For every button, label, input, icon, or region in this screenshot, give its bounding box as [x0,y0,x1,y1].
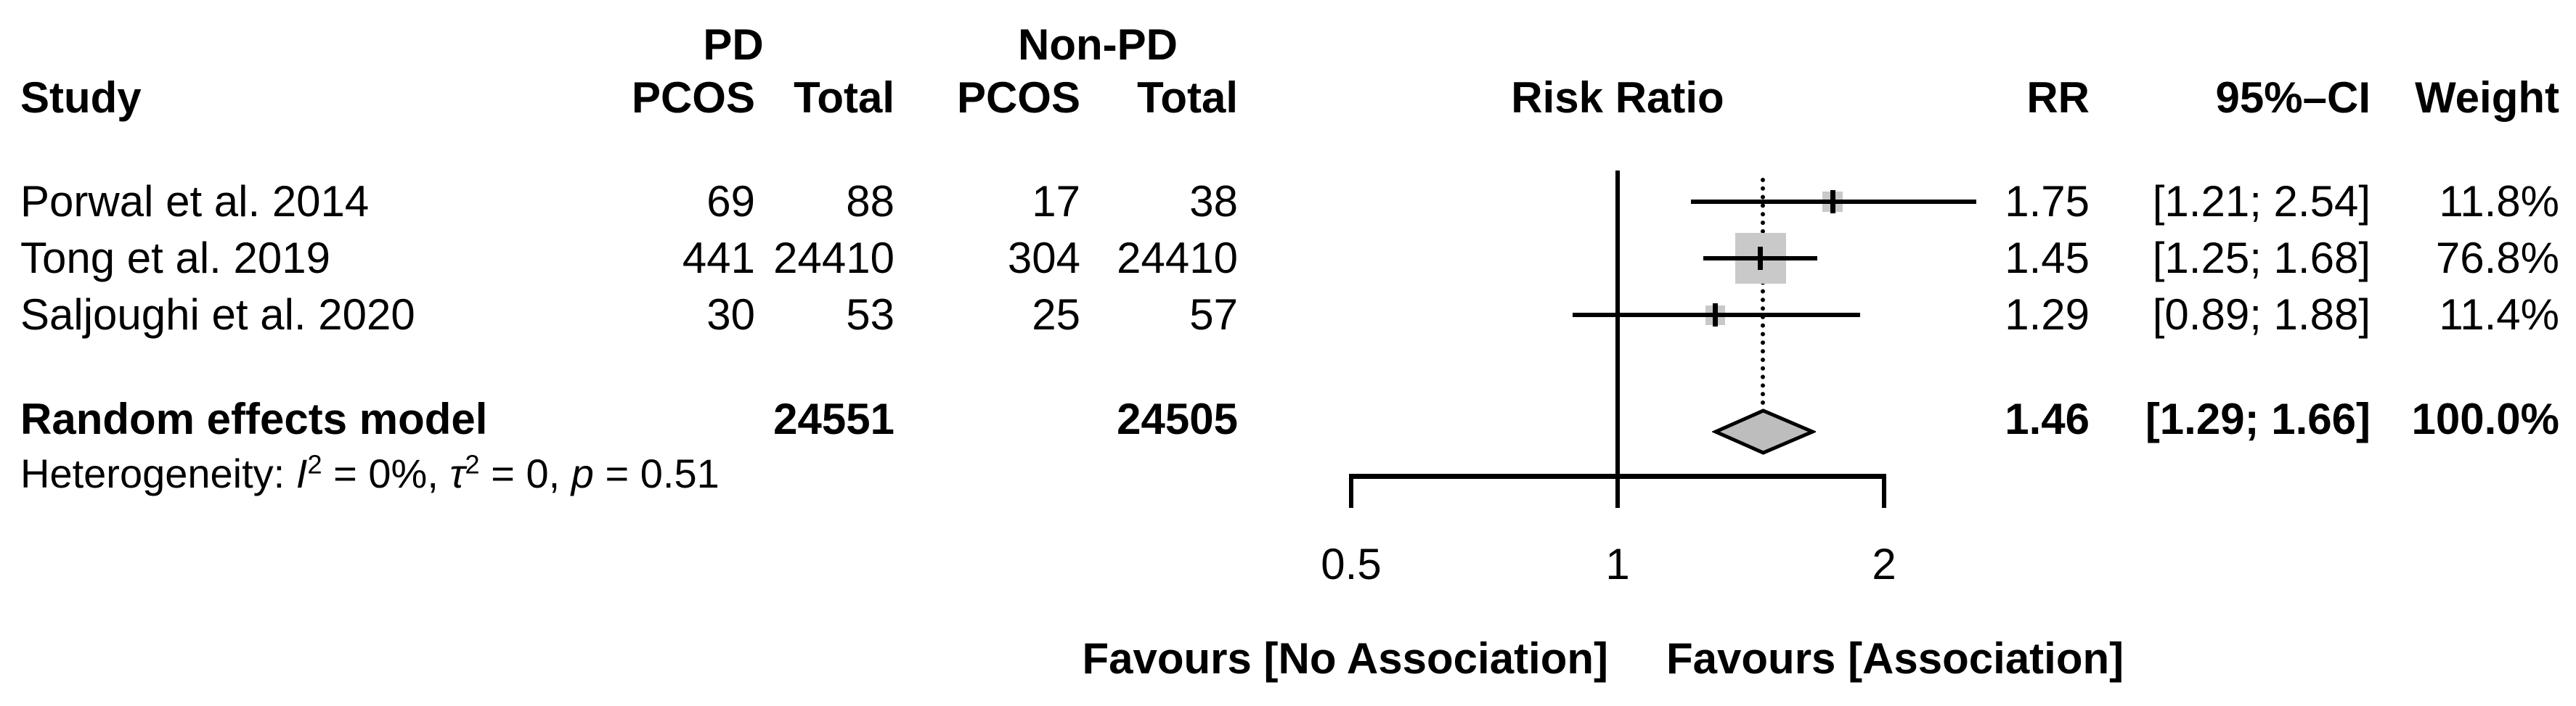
ci-value: [1.25; 1.68] [2152,234,2371,282]
pooled-label: Random effects model [20,395,488,443]
heterogeneity-prefix: Heterogeneity: [20,451,296,496]
pooled-diamond-shape [1711,409,1817,455]
nonpd-pcos-count: 17 [1032,177,1080,226]
axis-tick [1349,474,1353,508]
rr-value: 1.29 [2005,290,2090,339]
pooled-estimate-dotted-line [1761,178,1766,414]
weight-value: 11.4% [2439,290,2559,339]
tau-squared-value: = 0, [479,451,571,496]
point-estimate-marker [1713,303,1719,327]
p-value: = 0.51 [593,451,720,496]
study-name: Porwal et al. 2014 [20,177,370,226]
p-symbol: p [571,451,594,496]
axis-tick-label: 0.5 [1321,540,1382,588]
rr-value: 1.75 [2005,177,2090,226]
pooled-ci-value: [1.29; 1.66] [2145,395,2371,443]
ci-value: [0.89; 1.88] [2152,290,2371,339]
column-header-pd-pcos: PCOS [631,73,755,122]
nonpd-pcos-count: 304 [1007,234,1080,282]
nonpd-total-count: 57 [1189,290,1238,339]
column-group-pd: PD [703,20,764,69]
weight-value: 11.8% [2439,177,2559,226]
rr-value: 1.45 [2005,234,2090,282]
column-header-risk-ratio: Risk Ratio [1511,73,1724,122]
point-estimate-marker [1758,247,1764,270]
axis-tick-label: 1 [1605,540,1630,588]
column-group-nonpd: Non-PD [1018,20,1178,69]
point-estimate-marker [1830,190,1835,213]
pooled-weight-value: 100.0% [2411,395,2560,443]
weight-value: 76.8% [2435,234,2559,282]
reference-line [1615,171,1620,508]
pooled-diamond [1711,409,1817,455]
favours-left-label: Favours [No Association] [1082,634,1608,683]
pooled-rr-value: 1.46 [2005,395,2090,443]
column-header-study: Study [20,73,142,122]
favours-right-label: Favours [Association] [1666,634,2124,683]
tau-squared-exponent: 2 [465,449,480,480]
column-header-weight: Weight [2415,73,2559,122]
i-squared-exponent: 2 [307,449,322,480]
column-header-nonpd-pcos: PCOS [956,73,1080,122]
pd-pcos-count: 69 [706,177,755,226]
nonpd-total-count: 38 [1189,177,1238,226]
column-header-ci: 95%–CI [2215,73,2371,122]
column-header-rr: RR [2026,73,2090,122]
pooled-pd-total: 24551 [773,395,894,443]
i-squared-value: = 0%, [322,451,450,496]
pooled-nonpd-total: 24505 [1117,395,1238,443]
tau-squared-symbol: τ [449,451,465,496]
i-squared-symbol: I [295,451,308,496]
ci-value: [1.21; 2.54] [2152,177,2371,226]
pd-pcos-count: 30 [706,290,755,339]
pd-pcos-count: 441 [682,234,755,282]
axis-tick-label: 2 [1872,540,1896,588]
pd-total-count: 88 [846,177,894,226]
column-header-nonpd-total: Total [1137,73,1238,122]
heterogeneity-line: Heterogeneity: I2 = 0%, τ2 = 0, p = 0.51 [20,448,720,499]
column-header-pd-total: Total [794,73,894,122]
pd-total-count: 53 [846,290,894,339]
axis-tick [1882,474,1886,508]
nonpd-total-count: 24410 [1117,234,1238,282]
nonpd-pcos-count: 25 [1032,290,1080,339]
study-name: Tong et al. 2019 [20,234,331,282]
study-name: Saljoughi et al. 2020 [20,290,415,339]
pd-total-count: 24410 [773,234,894,282]
